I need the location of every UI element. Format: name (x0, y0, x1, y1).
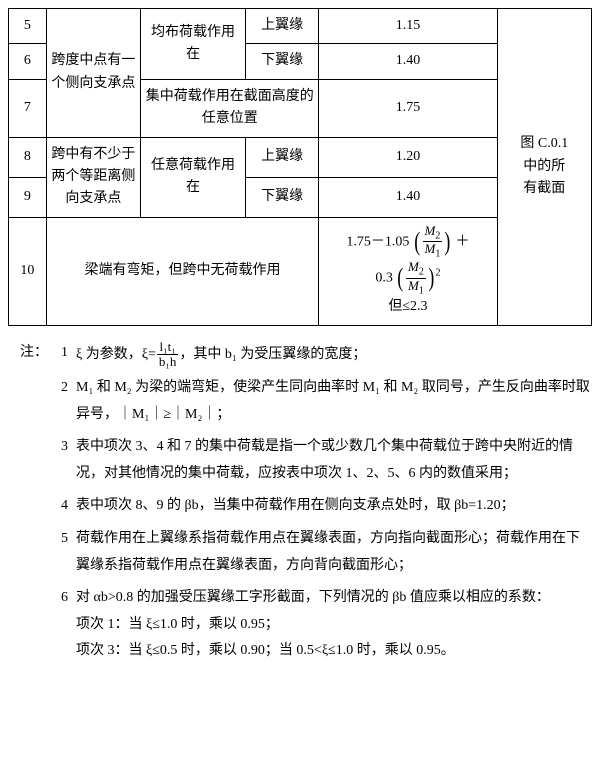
flange-position: 下翼缘 (245, 44, 318, 79)
note-body: 对 αb>0.8 的加强受压翼缘工字形截面，下列情况的 βb 值应乘以相应的系数… (76, 585, 592, 665)
row10-limit: 但≤2.3 (323, 296, 492, 318)
row-number: 9 (9, 177, 47, 217)
notes-label: 注： (8, 340, 56, 370)
row10-formula: 1.75－1.05 (M2M1) ＋ 0.3 (M2M1) 2 但≤2.3 (319, 217, 497, 325)
note-body: 荷载作用在上翼缘系指荷载作用点在翼缘表面，方向指向截面形心；荷载作用在下翼缘系指… (76, 526, 592, 579)
coefficient-value: 1.15 (319, 9, 497, 44)
row-number: 5 (9, 9, 47, 44)
note-number: 2 (56, 375, 76, 428)
flange-position: 下翼缘 (245, 177, 318, 217)
flange-position: 上翼缘 (245, 9, 318, 44)
row-number: 10 (9, 217, 47, 325)
note-number: 3 (56, 434, 76, 487)
coefficient-value: 1.40 (319, 177, 497, 217)
row-number: 7 (9, 79, 47, 137)
coefficient-value: 1.75 (319, 79, 497, 137)
note-body: M₁ 和 M₂ 为梁的端弯矩，使梁产生同向曲率时 M₁ 和 M₂ 取同号，产生反… (76, 375, 592, 428)
note-body: ξ 为参数，ξ=l₁t₁b₁h，其中 b₁ 为受压翼缘的宽度； (76, 340, 592, 370)
note-number: 4 (56, 493, 76, 520)
note-number: 1 (56, 340, 76, 370)
coefficient-value: 1.40 (319, 44, 497, 79)
coefficient-table: 5 跨度中点有一个侧向支承点 均布荷载作用在 上翼缘 1.15 图 C.0.1 … (8, 8, 592, 326)
support-description: 跨度中点有一个侧向支承点 (46, 9, 140, 138)
row10-description: 梁端有弯矩，但跨中无荷载作用 (46, 217, 319, 325)
load-type: 集中荷载作用在截面高度的任意位置 (141, 79, 319, 137)
note-number: 5 (56, 526, 76, 579)
notes-section: 注： 1 ξ 为参数，ξ=l₁t₁b₁h，其中 b₁ 为受压翼缘的宽度； 2 M… (8, 340, 592, 666)
row-number: 6 (9, 44, 47, 79)
support-description: 跨中有不少于两个等距离侧向支承点 (46, 137, 140, 217)
row-number: 8 (9, 137, 47, 177)
figure-ref: 图 C.0.1 中的所 有截面 (497, 9, 591, 326)
coefficient-value: 1.20 (319, 137, 497, 177)
note-number: 6 (56, 585, 76, 665)
flange-position: 上翼缘 (245, 137, 318, 177)
note-body: 表中项次 8、9 的 βb，当集中荷载作用在侧向支承点处时，取 βb=1.20； (76, 493, 592, 520)
load-type: 任意荷载作用在 (141, 137, 246, 217)
load-type: 均布荷载作用在 (141, 9, 246, 80)
note-body: 表中项次 3、4 和 7 的集中荷载是指一个或少数几个集中荷载位于跨中央附近的情… (76, 434, 592, 487)
